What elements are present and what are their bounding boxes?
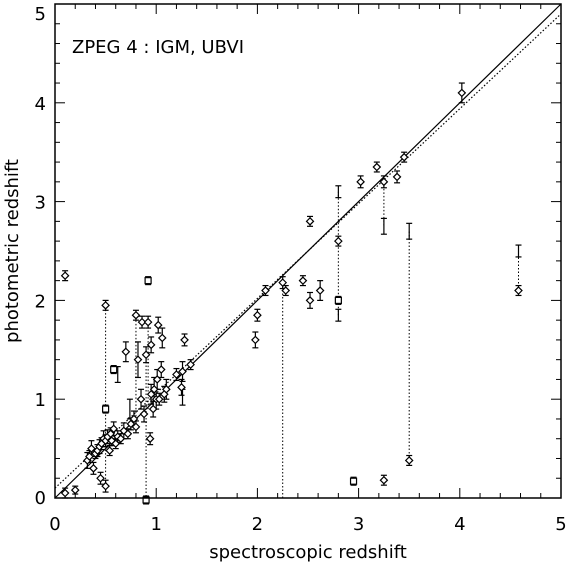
diamond-point <box>133 355 143 365</box>
diamond-point <box>137 317 147 327</box>
diamond-point <box>305 217 315 226</box>
diamond-point <box>131 310 141 320</box>
fit-line-dotted <box>54 13 562 489</box>
chart-annotation: ZPEG 4 : IGM, UBVI <box>72 37 244 58</box>
diamond-point <box>126 419 136 429</box>
diamond-point <box>105 446 114 455</box>
diamond-point <box>87 444 96 453</box>
diamond-point <box>129 414 139 424</box>
diamond-point <box>143 317 153 327</box>
diamond-point <box>253 310 262 320</box>
square-point <box>142 496 150 504</box>
diamond-point <box>60 488 70 498</box>
diamond-point <box>141 350 151 360</box>
x-tick-label: 4 <box>454 514 465 535</box>
dotted-connector-group <box>105 181 519 500</box>
square-point <box>144 277 152 285</box>
diamond-point <box>136 394 146 404</box>
axis-ticks <box>54 3 562 499</box>
diamond-point <box>148 404 158 414</box>
diamond-point <box>399 152 409 162</box>
diamond-point <box>178 367 187 376</box>
error-bar-group <box>62 82 522 505</box>
diamond-point <box>157 333 167 343</box>
diamond-point <box>334 236 343 246</box>
diamond-point <box>251 335 260 345</box>
y-tick-label: 0 <box>35 488 46 509</box>
square-point <box>101 405 110 413</box>
diamond-point <box>278 278 288 287</box>
diamond-point <box>261 286 270 295</box>
y-tick-label: 5 <box>35 4 46 25</box>
diamond-point <box>379 475 389 485</box>
y-axis-label: photometric redshift <box>2 159 23 343</box>
diamond-point <box>123 429 133 439</box>
diamond-point <box>101 300 110 310</box>
diamond-point <box>392 172 402 182</box>
diamond-point <box>153 320 163 330</box>
y-tick-label: 4 <box>35 94 46 115</box>
diamond-point <box>146 340 156 350</box>
plot-frame <box>54 3 562 499</box>
diamond-point <box>111 439 121 449</box>
diamond-point <box>109 424 119 434</box>
diamond-point <box>70 485 80 495</box>
x-tick-label: 0 <box>49 514 60 535</box>
diamond-point <box>281 286 291 295</box>
square-point <box>110 365 118 374</box>
diamond-point <box>146 389 156 399</box>
diamond-point <box>85 452 94 461</box>
diamond-point <box>116 434 126 444</box>
diamond-point <box>106 429 116 439</box>
diamond-point <box>372 162 382 172</box>
diamond-point <box>161 384 171 394</box>
square-point <box>334 296 342 304</box>
x-tick-labels: 0 1 2 3 4 5 <box>49 514 566 535</box>
diamond-point <box>379 177 389 187</box>
x-tick-label: 5 <box>555 514 566 535</box>
diamond-point <box>96 473 105 483</box>
y-tick-label: 1 <box>35 390 46 411</box>
diamond-point <box>89 464 98 473</box>
y-tick-label: 2 <box>35 291 46 312</box>
diamond-point <box>121 347 131 357</box>
diamond-point <box>514 286 523 295</box>
diamond-point <box>152 375 162 384</box>
square-point <box>349 477 358 485</box>
diamond-point <box>149 384 159 394</box>
x-tick-label: 3 <box>353 514 364 535</box>
diamond-point <box>356 177 365 187</box>
diamond-point <box>404 456 414 465</box>
y-tick-label: 3 <box>35 193 46 214</box>
diamond-point <box>177 382 186 392</box>
diamond-point <box>131 422 141 432</box>
diamond-point <box>186 360 195 369</box>
x-axis-label: spectroscopic redshift <box>209 542 407 563</box>
y-tick-labels: 0 1 2 3 4 5 <box>35 4 46 509</box>
diamond-point <box>298 276 308 285</box>
diamond-point <box>305 296 315 305</box>
diamond-point <box>180 335 189 345</box>
data-point-group <box>60 88 523 504</box>
diamond-point <box>139 409 149 419</box>
x-tick-label: 1 <box>150 514 161 535</box>
diamond-point <box>156 365 166 374</box>
diamond-point <box>457 88 467 98</box>
diamond-point <box>154 394 164 404</box>
diamond-point <box>315 286 325 295</box>
diamond-point <box>101 481 110 491</box>
diamond-point <box>172 370 181 379</box>
diamond-point <box>60 271 70 281</box>
x-tick-label: 2 <box>252 514 263 535</box>
diamond-point <box>145 434 155 444</box>
